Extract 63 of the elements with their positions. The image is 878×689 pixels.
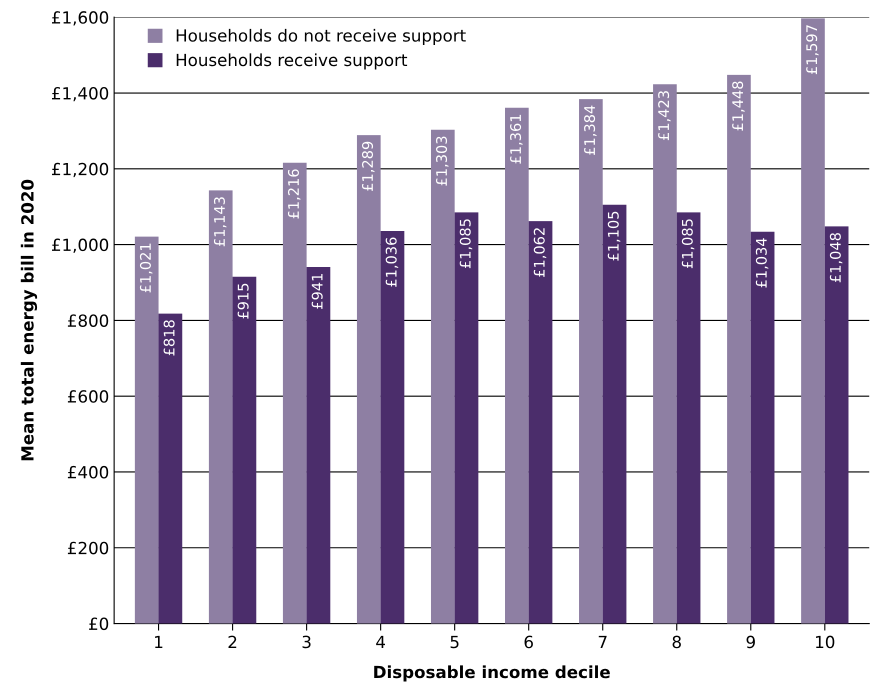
bar [727, 74, 751, 624]
data-label: £915 [238, 284, 249, 319]
y-tick-label: £1,400 [52, 86, 108, 102]
data-label: £1,062 [534, 228, 546, 277]
data-label: £1,423 [658, 91, 671, 140]
data-label: £1,034 [756, 238, 768, 288]
data-label: £1,597 [806, 25, 819, 74]
x-tick-label: 1 [155, 636, 162, 648]
bar [579, 99, 603, 624]
data-label: £1,303 [436, 136, 449, 186]
x-tick-label: 9 [746, 636, 755, 648]
data-label: £1,036 [386, 238, 398, 287]
bar [801, 18, 825, 624]
data-label: £1,143 [214, 197, 226, 246]
data-label: £1,085 [682, 219, 694, 268]
x-tick-label: 8 [672, 636, 681, 648]
data-label: £1,216 [288, 169, 300, 219]
data-label: £941 [312, 274, 323, 309]
bar [454, 212, 478, 624]
data-label: £1,021 [140, 244, 152, 292]
bar [528, 221, 552, 624]
y-tick-label: £400 [68, 466, 108, 479]
bar [602, 204, 626, 624]
bar [380, 230, 404, 624]
y-axis-title: Mean total energy bill in 2020 [20, 180, 38, 460]
bar [208, 190, 233, 624]
legend-label: Households do not receive support [176, 28, 466, 46]
y-tick-label: £1,200 [52, 162, 108, 178]
y-tick-label: £0 [89, 618, 108, 630]
x-tick-label: 5 [450, 636, 459, 648]
bar [505, 108, 529, 624]
data-label: £1,384 [584, 106, 597, 155]
y-tick-label: £800 [68, 314, 108, 327]
x-tick-label: 3 [302, 636, 311, 648]
bar [158, 314, 182, 624]
data-label: £1,085 [460, 219, 472, 268]
bar [306, 266, 330, 624]
data-label: £1,361 [510, 114, 523, 164]
x-axis-title: Disposable income decile [374, 665, 610, 682]
x-tick-label: 2 [228, 636, 236, 648]
bar [430, 130, 455, 624]
bar [653, 84, 677, 624]
data-label: £1,448 [732, 82, 745, 131]
x-tick-label: 6 [524, 636, 533, 648]
bar [282, 162, 307, 624]
y-tick-label: £200 [68, 542, 108, 554]
bar [824, 226, 848, 624]
data-label: £1,048 [830, 233, 842, 282]
bar [676, 212, 700, 624]
bar [134, 236, 159, 624]
y-tick-label: £1,600 [52, 11, 108, 26]
data-label: £1,105 [608, 212, 620, 261]
legend-label: Households receive support [176, 53, 408, 70]
bar [232, 276, 256, 624]
x-tick-label: 10 [816, 636, 834, 648]
bar [356, 135, 381, 624]
y-tick-label: £1,000 [52, 238, 108, 253]
x-tick-label: 4 [376, 636, 386, 648]
x-tick-label: 7 [598, 636, 607, 648]
bar [750, 232, 774, 624]
data-label: £818 [164, 320, 175, 356]
y-tick-label: £600 [68, 390, 108, 403]
data-label: £1,289 [362, 142, 375, 191]
